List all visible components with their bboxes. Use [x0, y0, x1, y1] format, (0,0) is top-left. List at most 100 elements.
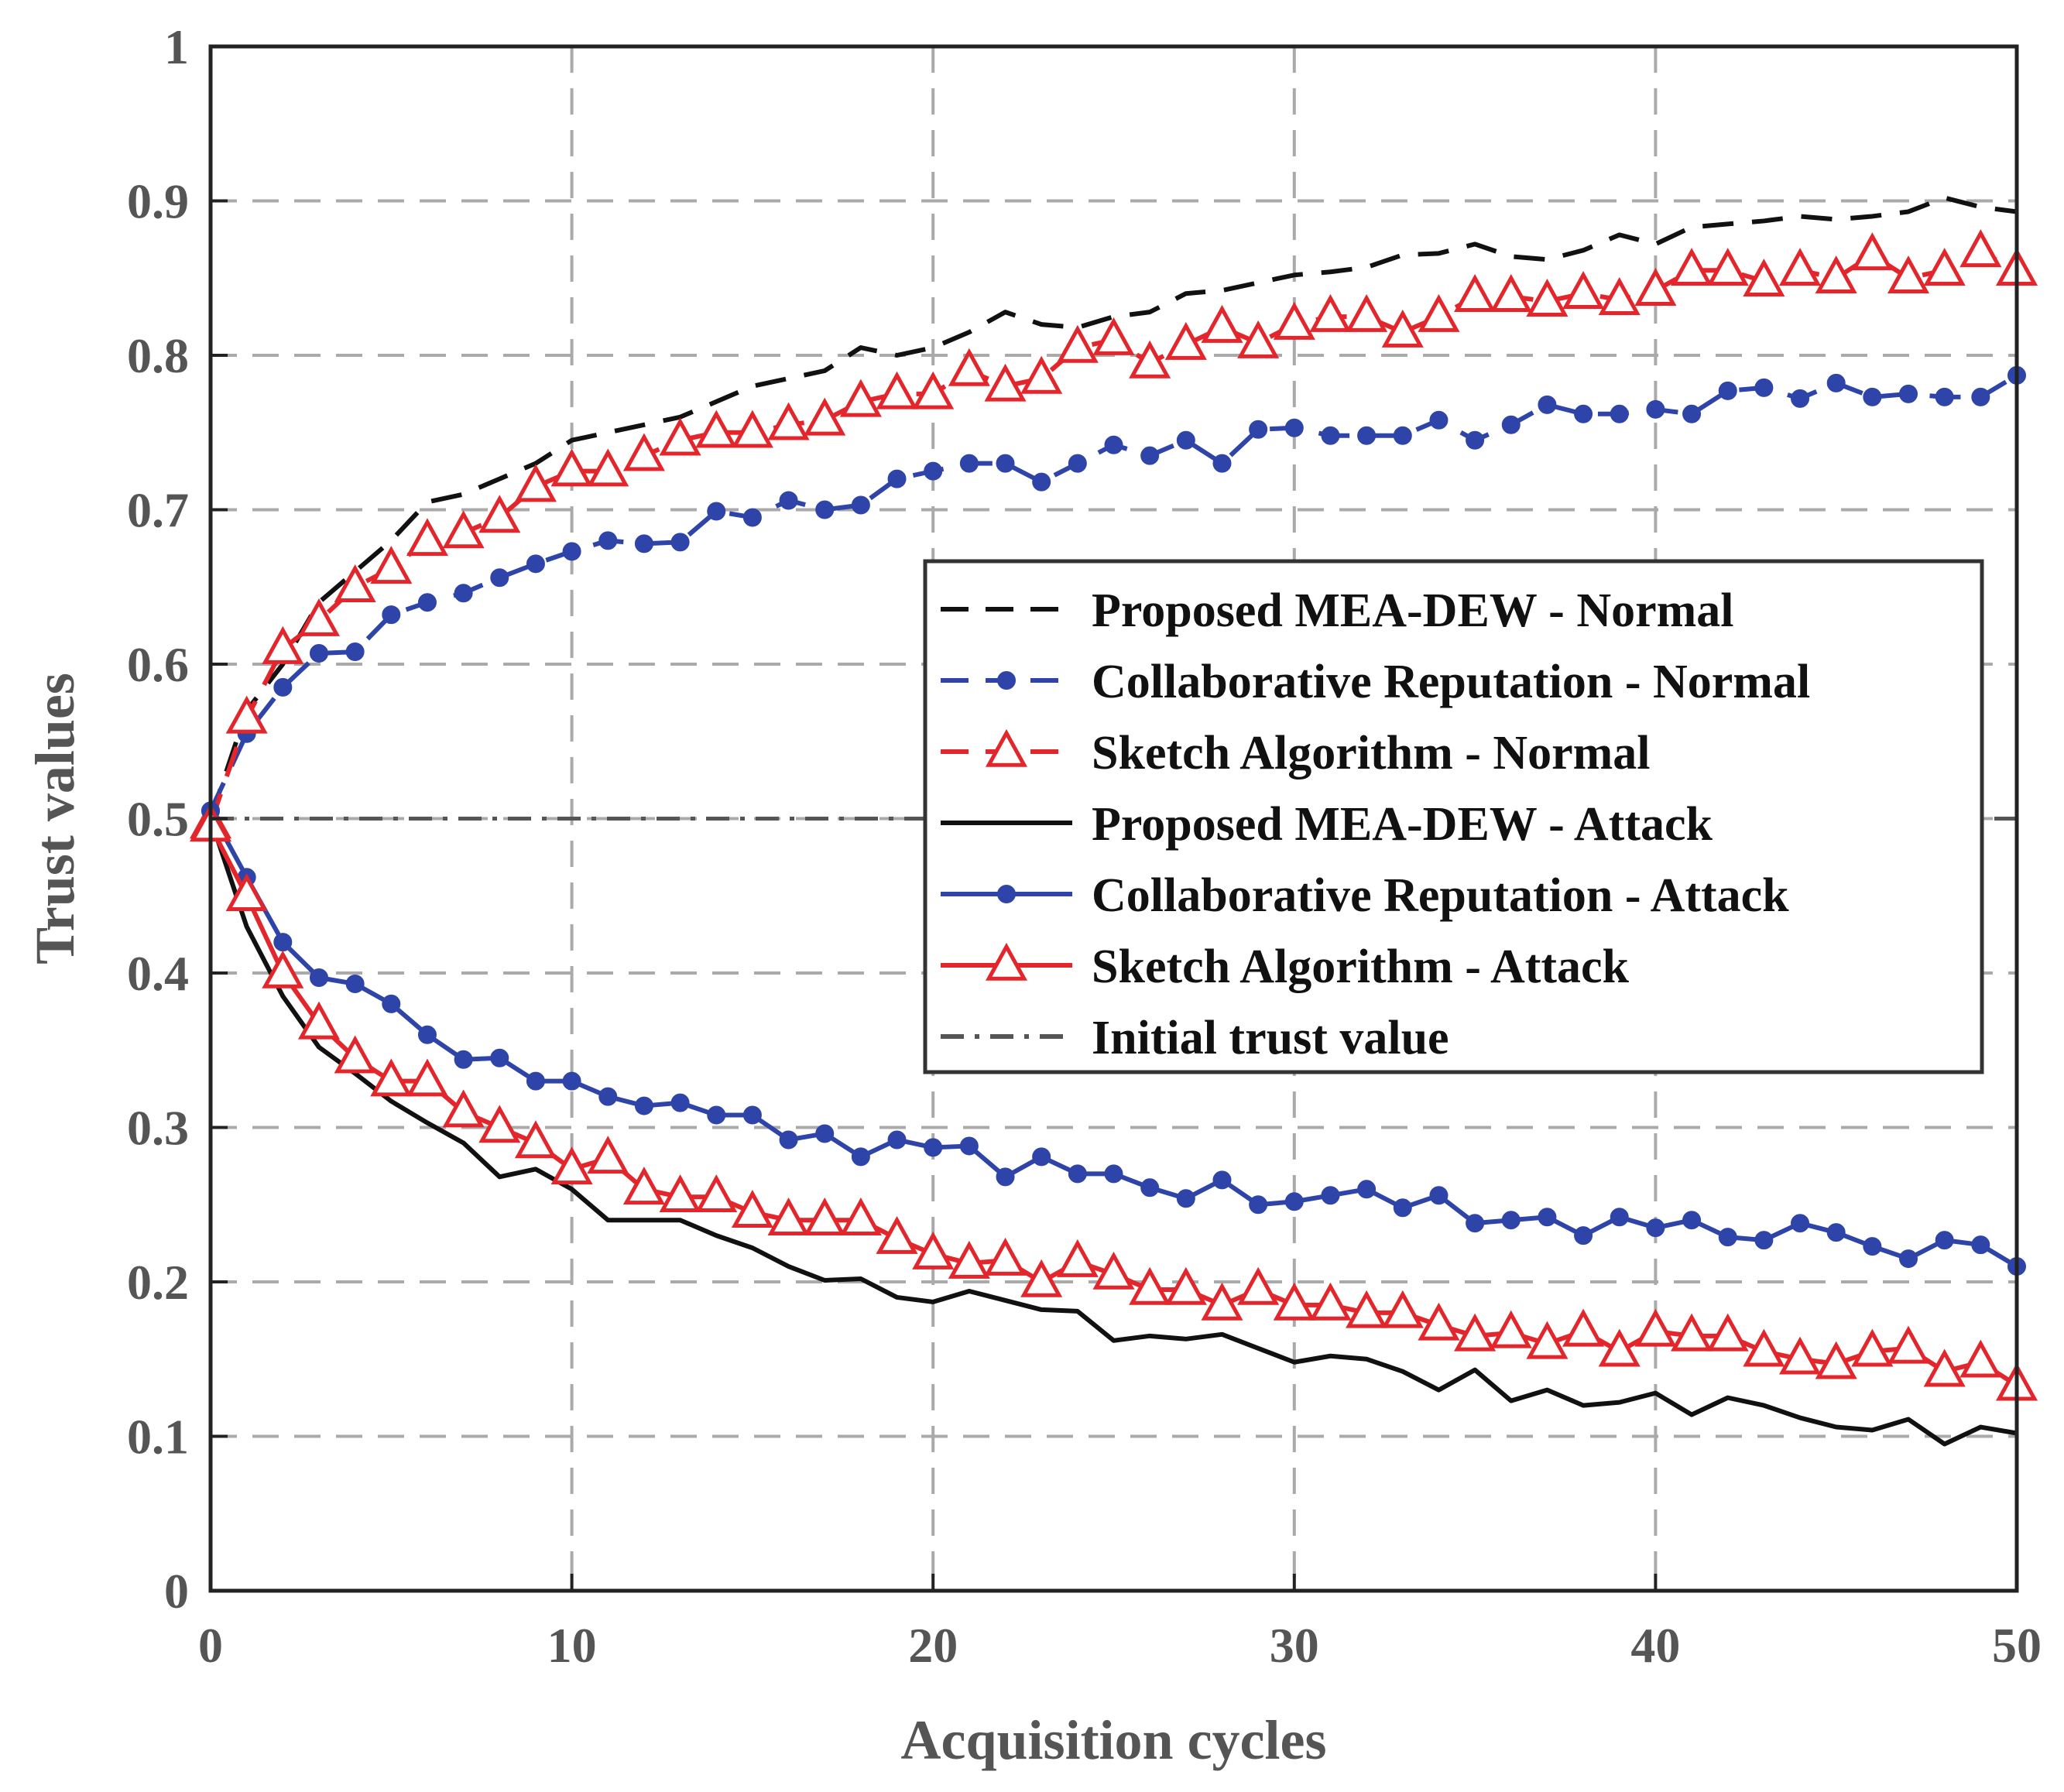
data-point-sketch-algorithm-attack	[1129, 1266, 1171, 1305]
data-point-sketch-algorithm-normal	[1381, 309, 1424, 348]
data-point-collaborative-reputation-attack	[1971, 1235, 1990, 1255]
data-point-sketch-algorithm-normal	[1526, 279, 1569, 317]
data-point-sketch-algorithm-normal	[659, 417, 701, 456]
legend-marker-sample	[985, 942, 1028, 981]
data-point-collaborative-reputation-normal	[417, 593, 437, 612]
data-point-sketch-algorithm-normal	[334, 564, 376, 603]
data-point-collaborative-reputation-normal	[1899, 384, 1918, 403]
data-point-collaborative-reputation-normal	[670, 533, 690, 552]
data-point-sketch-algorithm-normal	[370, 546, 413, 584]
data-point-sketch-algorithm-normal	[695, 409, 738, 448]
data-point-collaborative-reputation-normal	[526, 554, 545, 574]
data-point-sketch-algorithm-attack	[442, 1089, 485, 1128]
y-tick-label: 0.3	[127, 1101, 189, 1156]
data-point-sketch-algorithm-normal	[804, 397, 846, 436]
data-point-collaborative-reputation-normal	[742, 508, 762, 527]
y-tick-label: 0.6	[127, 637, 189, 692]
data-point-collaborative-reputation-attack	[454, 1050, 473, 1069]
y-tick-label: 0.5	[127, 792, 189, 847]
x-tick-label: 50	[1992, 1618, 2042, 1673]
data-point-sketch-algorithm-normal	[1056, 324, 1099, 363]
data-point-sketch-algorithm-attack	[1201, 1282, 1243, 1321]
data-point-sketch-algorithm-normal	[406, 518, 448, 557]
data-point-collaborative-reputation-attack	[1393, 1198, 1412, 1218]
data-point-collaborative-reputation-normal	[1538, 395, 1557, 414]
data-point-collaborative-reputation-attack	[707, 1105, 726, 1125]
data-point-collaborative-reputation-normal	[707, 502, 726, 521]
data-point-collaborative-reputation-attack	[1899, 1249, 1918, 1269]
data-point-collaborative-reputation-normal	[851, 495, 870, 515]
data-point-sketch-algorithm-normal	[1490, 274, 1532, 312]
data-point-collaborative-reputation-normal	[1068, 454, 1087, 473]
data-point-collaborative-reputation-normal	[1863, 387, 1882, 406]
y-tick-label: 0.2	[127, 1255, 189, 1310]
data-point-collaborative-reputation-attack	[1538, 1208, 1557, 1227]
data-point-sketch-algorithm-normal	[1887, 255, 1930, 294]
data-point-sketch-algorithm-normal	[876, 371, 918, 409]
data-point-collaborative-reputation-attack	[887, 1130, 907, 1150]
data-point-sketch-algorithm-attack	[370, 1058, 413, 1097]
data-point-sketch-algorithm-normal	[948, 348, 990, 386]
data-point-collaborative-reputation-normal	[1104, 435, 1123, 454]
data-point-sketch-algorithm-attack	[514, 1120, 557, 1159]
data-point-collaborative-reputation-attack	[779, 1130, 798, 1150]
data-point-sketch-algorithm-normal	[984, 363, 1027, 402]
data-point-sketch-algorithm-normal	[262, 625, 304, 664]
data-point-sketch-algorithm-normal	[1346, 293, 1388, 332]
data-point-sketch-algorithm-attack	[1634, 1308, 1677, 1347]
data-point-collaborative-reputation-attack	[1429, 1186, 1449, 1205]
data-point-collaborative-reputation-normal	[1284, 418, 1304, 437]
data-point-sketch-algorithm-normal	[225, 695, 268, 734]
data-point-sketch-algorithm-attack	[1815, 1341, 1857, 1379]
legend-item: Collaborative Reputation - Attack	[941, 869, 1789, 922]
x-tick-label: 0	[198, 1618, 223, 1673]
legend-marker-sample	[997, 885, 1016, 903]
data-point-sketch-algorithm-attack	[334, 1035, 376, 1074]
data-point-sketch-algorithm-normal	[587, 448, 629, 487]
data-point-sketch-algorithm-attack	[1598, 1328, 1641, 1367]
data-point-sketch-algorithm-attack	[1490, 1310, 1532, 1348]
data-point-collaborative-reputation-normal	[634, 534, 653, 553]
data-point-sketch-algorithm-normal	[1743, 259, 1785, 297]
data-point-collaborative-reputation-normal	[1682, 404, 1702, 423]
data-point-collaborative-reputation-attack	[309, 968, 328, 987]
legend: Proposed MEA-DEW - Normal Collaborative R…	[923, 559, 1984, 1074]
data-point-sketch-algorithm-attack	[984, 1237, 1027, 1276]
data-point-sketch-algorithm-normal	[1164, 321, 1207, 360]
legend-marker-sample	[997, 671, 1016, 690]
data-point-sketch-algorithm-attack	[1887, 1325, 1930, 1364]
data-point-collaborative-reputation-attack	[1068, 1164, 1087, 1184]
y-tick-label: 0.9	[127, 174, 189, 229]
data-point-collaborative-reputation-normal	[1140, 446, 1160, 465]
data-point-sketch-algorithm-attack	[1237, 1266, 1280, 1305]
data-point-collaborative-reputation-attack	[417, 1025, 437, 1044]
data-point-collaborative-reputation-normal	[1574, 404, 1593, 423]
data-point-sketch-algorithm-normal	[1237, 320, 1280, 358]
legend-marker-sample	[985, 728, 1028, 767]
data-point-collaborative-reputation-normal	[309, 644, 328, 663]
legend-label: Initial trust value	[1092, 1012, 1449, 1064]
data-point-collaborative-reputation-normal	[598, 531, 618, 550]
data-point-sketch-algorithm-attack	[1164, 1266, 1207, 1305]
y-tick-label: 0.7	[127, 483, 189, 538]
data-point-sketch-algorithm-normal	[1779, 248, 1822, 286]
data-point-collaborative-reputation-attack	[1104, 1164, 1123, 1184]
x-tick-label: 20	[908, 1618, 958, 1673]
data-point-sketch-algorithm-normal	[731, 409, 773, 448]
data-point-sketch-algorithm-normal	[1309, 293, 1352, 332]
data-point-collaborative-reputation-attack	[1574, 1226, 1593, 1245]
data-point-sketch-algorithm-attack	[876, 1215, 918, 1254]
data-point-sketch-algorithm-normal	[1959, 229, 2002, 268]
series-sketch-algorithm-attack	[189, 803, 2038, 1401]
data-point-collaborative-reputation-normal	[1357, 426, 1377, 445]
legend-item: Initial trust value	[941, 1012, 1449, 1064]
legend-item: Collaborative Reputation - Normal	[941, 656, 1810, 708]
data-point-collaborative-reputation-attack	[1791, 1214, 1810, 1233]
data-point-collaborative-reputation-attack	[490, 1048, 509, 1067]
data-point-collaborative-reputation-attack	[996, 1167, 1015, 1187]
data-point-collaborative-reputation-normal	[382, 605, 401, 625]
data-point-sketch-algorithm-attack	[550, 1146, 593, 1185]
data-point-sketch-algorithm-attack	[659, 1174, 701, 1213]
